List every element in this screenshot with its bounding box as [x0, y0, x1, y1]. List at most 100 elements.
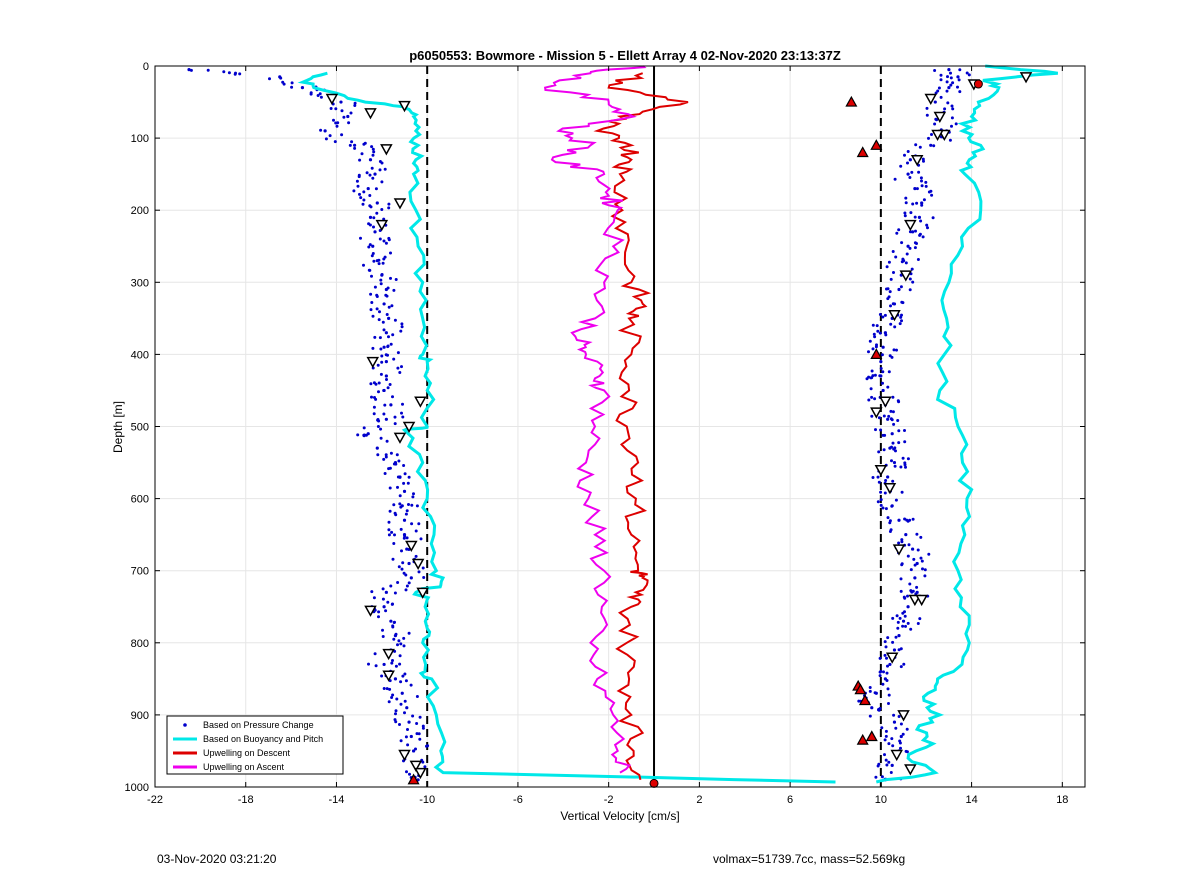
pressure-change-point	[869, 387, 873, 391]
triangle-marker	[380, 144, 393, 156]
pressure-change-point	[387, 206, 391, 210]
pressure-change-point	[397, 639, 401, 643]
pressure-change-point	[371, 252, 375, 255]
pressure-change-point	[333, 140, 337, 144]
pressure-change-point	[876, 475, 880, 479]
pressure-change-point	[899, 722, 903, 726]
triangle-marker	[897, 710, 910, 722]
pressure-change-point	[365, 171, 369, 175]
pressure-change-point	[367, 662, 370, 666]
pressure-change-point	[897, 287, 901, 292]
pressure-change-point	[392, 357, 396, 361]
legend-label: Based on Buoyancy and Pitch	[203, 734, 323, 744]
pressure-change-point	[919, 535, 923, 539]
pressure-change-point	[378, 237, 382, 241]
pressure-change-point	[359, 236, 362, 240]
pressure-change-point	[383, 472, 387, 475]
x-tick-label: -14	[329, 794, 345, 806]
pressure-change-point	[906, 161, 909, 165]
pressure-change-point	[945, 89, 949, 93]
pressure-change-point	[370, 395, 373, 399]
pressure-change-point	[384, 609, 388, 613]
pressure-change-point	[901, 732, 905, 736]
pressure-change-point	[924, 184, 928, 188]
pressure-change-point	[382, 345, 386, 349]
pressure-change-point	[946, 101, 950, 105]
pressure-change-point	[375, 446, 379, 450]
pressure-change-point	[909, 627, 913, 631]
pressure-change-point	[391, 333, 395, 337]
pressure-change-point	[390, 530, 394, 534]
pressure-change-point	[918, 232, 922, 236]
pressure-change-point	[393, 718, 397, 722]
pressure-change-point	[407, 561, 411, 566]
legend: Based on Pressure Change Based on Buoyanc…	[166, 715, 344, 775]
pressure-change-point	[895, 348, 898, 352]
pressure-change-point	[399, 527, 403, 531]
pressure-change-point	[397, 565, 401, 569]
pressure-change-point	[903, 614, 907, 618]
pressure-change-point	[369, 308, 373, 312]
x-tick-label: -6	[513, 794, 523, 806]
pressure-change-point	[375, 211, 379, 215]
pressure-change-point	[368, 158, 373, 162]
pressure-change-point	[878, 331, 882, 335]
pressure-change-point	[418, 715, 422, 719]
pressure-change-point	[227, 71, 231, 75]
pressure-change-point	[384, 331, 388, 335]
pressure-change-point	[418, 737, 422, 741]
pressure-change-point	[889, 771, 893, 774]
pressure-change-point	[371, 244, 375, 248]
y-tick-label: 800	[131, 638, 149, 650]
pressure-change-point	[366, 186, 370, 191]
pressure-change-point	[385, 439, 389, 443]
x-tick-label: -2	[604, 794, 614, 806]
triangle-marker	[414, 767, 427, 780]
pressure-change-point	[881, 315, 885, 319]
pressure-change-point	[894, 498, 898, 502]
pressure-change-point	[919, 219, 923, 223]
pressure-change-point	[387, 520, 391, 524]
pressure-change-point	[356, 433, 360, 437]
pressure-change-point	[911, 280, 915, 284]
pressure-change-point	[874, 345, 878, 349]
pressure-change-point	[877, 416, 881, 420]
pressure-change-point	[891, 410, 895, 414]
x-tick-label: 6	[787, 794, 793, 806]
pressure-change-point	[899, 285, 903, 289]
pressure-change-point	[402, 533, 407, 537]
pressure-change-point	[891, 250, 895, 253]
pressure-change-point	[374, 664, 378, 668]
pressure-change-point	[911, 589, 915, 593]
triangle-marker	[405, 540, 418, 553]
pressure-change-point	[889, 322, 893, 326]
pressure-change-point	[368, 204, 372, 208]
pressure-change-point	[362, 426, 366, 430]
pressure-change-point	[347, 121, 351, 125]
triangle-marker	[416, 587, 429, 599]
pressure-change-point	[389, 451, 393, 455]
pressure-change-point	[370, 590, 374, 594]
pressure-change-point	[388, 509, 392, 513]
pressure-change-point	[384, 241, 388, 245]
pressure-change-point	[890, 355, 894, 359]
pressure-change-point	[882, 414, 886, 418]
pressure-change-point	[903, 440, 907, 444]
pressure-change-point	[920, 179, 923, 183]
pressure-change-point	[950, 124, 953, 128]
pressure-change-point	[385, 294, 389, 298]
pressure-change-point	[355, 179, 359, 183]
pressure-change-point	[914, 143, 918, 147]
pressure-change-point	[350, 140, 354, 144]
pressure-change-point	[389, 584, 393, 588]
pressure-change-point	[904, 624, 907, 628]
pressure-change-point	[384, 360, 388, 364]
pressure-change-point	[380, 161, 384, 165]
pressure-change-point	[930, 193, 934, 197]
pressure-change-point	[887, 693, 891, 697]
pressure-change-point	[898, 322, 902, 326]
pressure-change-point	[906, 172, 910, 176]
pressure-change-point	[362, 263, 365, 267]
pressure-change-point	[384, 374, 388, 378]
pressure-change-point	[394, 513, 398, 517]
